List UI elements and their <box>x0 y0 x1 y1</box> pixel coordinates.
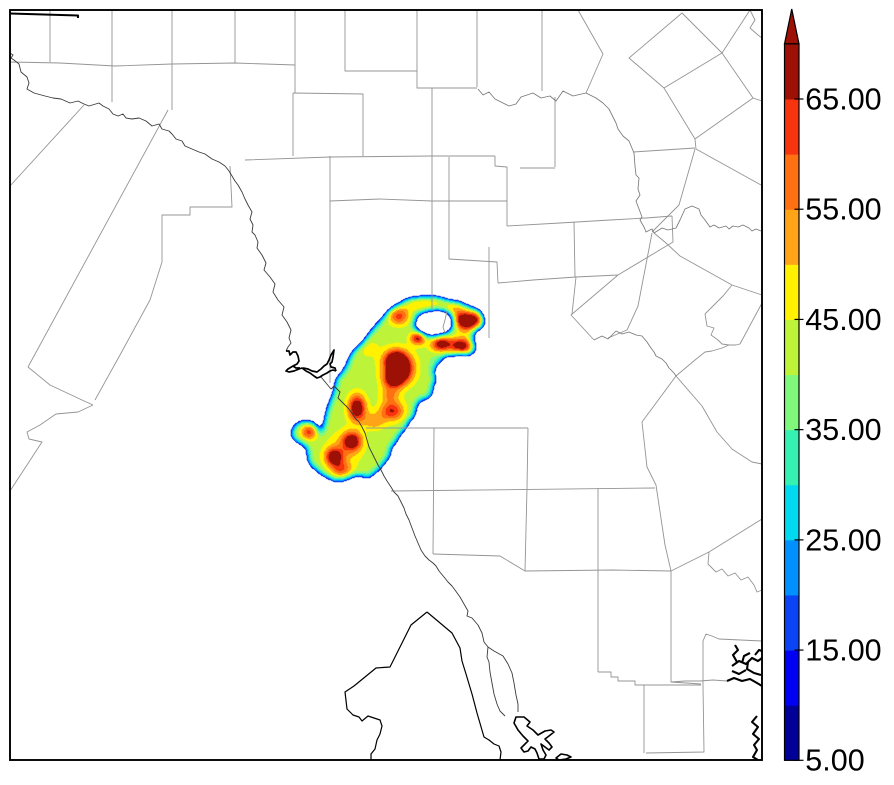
svg-text:5.00: 5.00 <box>805 744 864 778</box>
svg-text:15.00: 15.00 <box>805 633 881 667</box>
svg-text:55.00: 55.00 <box>805 193 881 227</box>
svg-text:25.00: 25.00 <box>805 523 881 557</box>
svg-text:35.00: 35.00 <box>805 413 881 447</box>
svg-text:65.00: 65.00 <box>805 82 881 116</box>
svg-text:45.00: 45.00 <box>805 303 881 337</box>
